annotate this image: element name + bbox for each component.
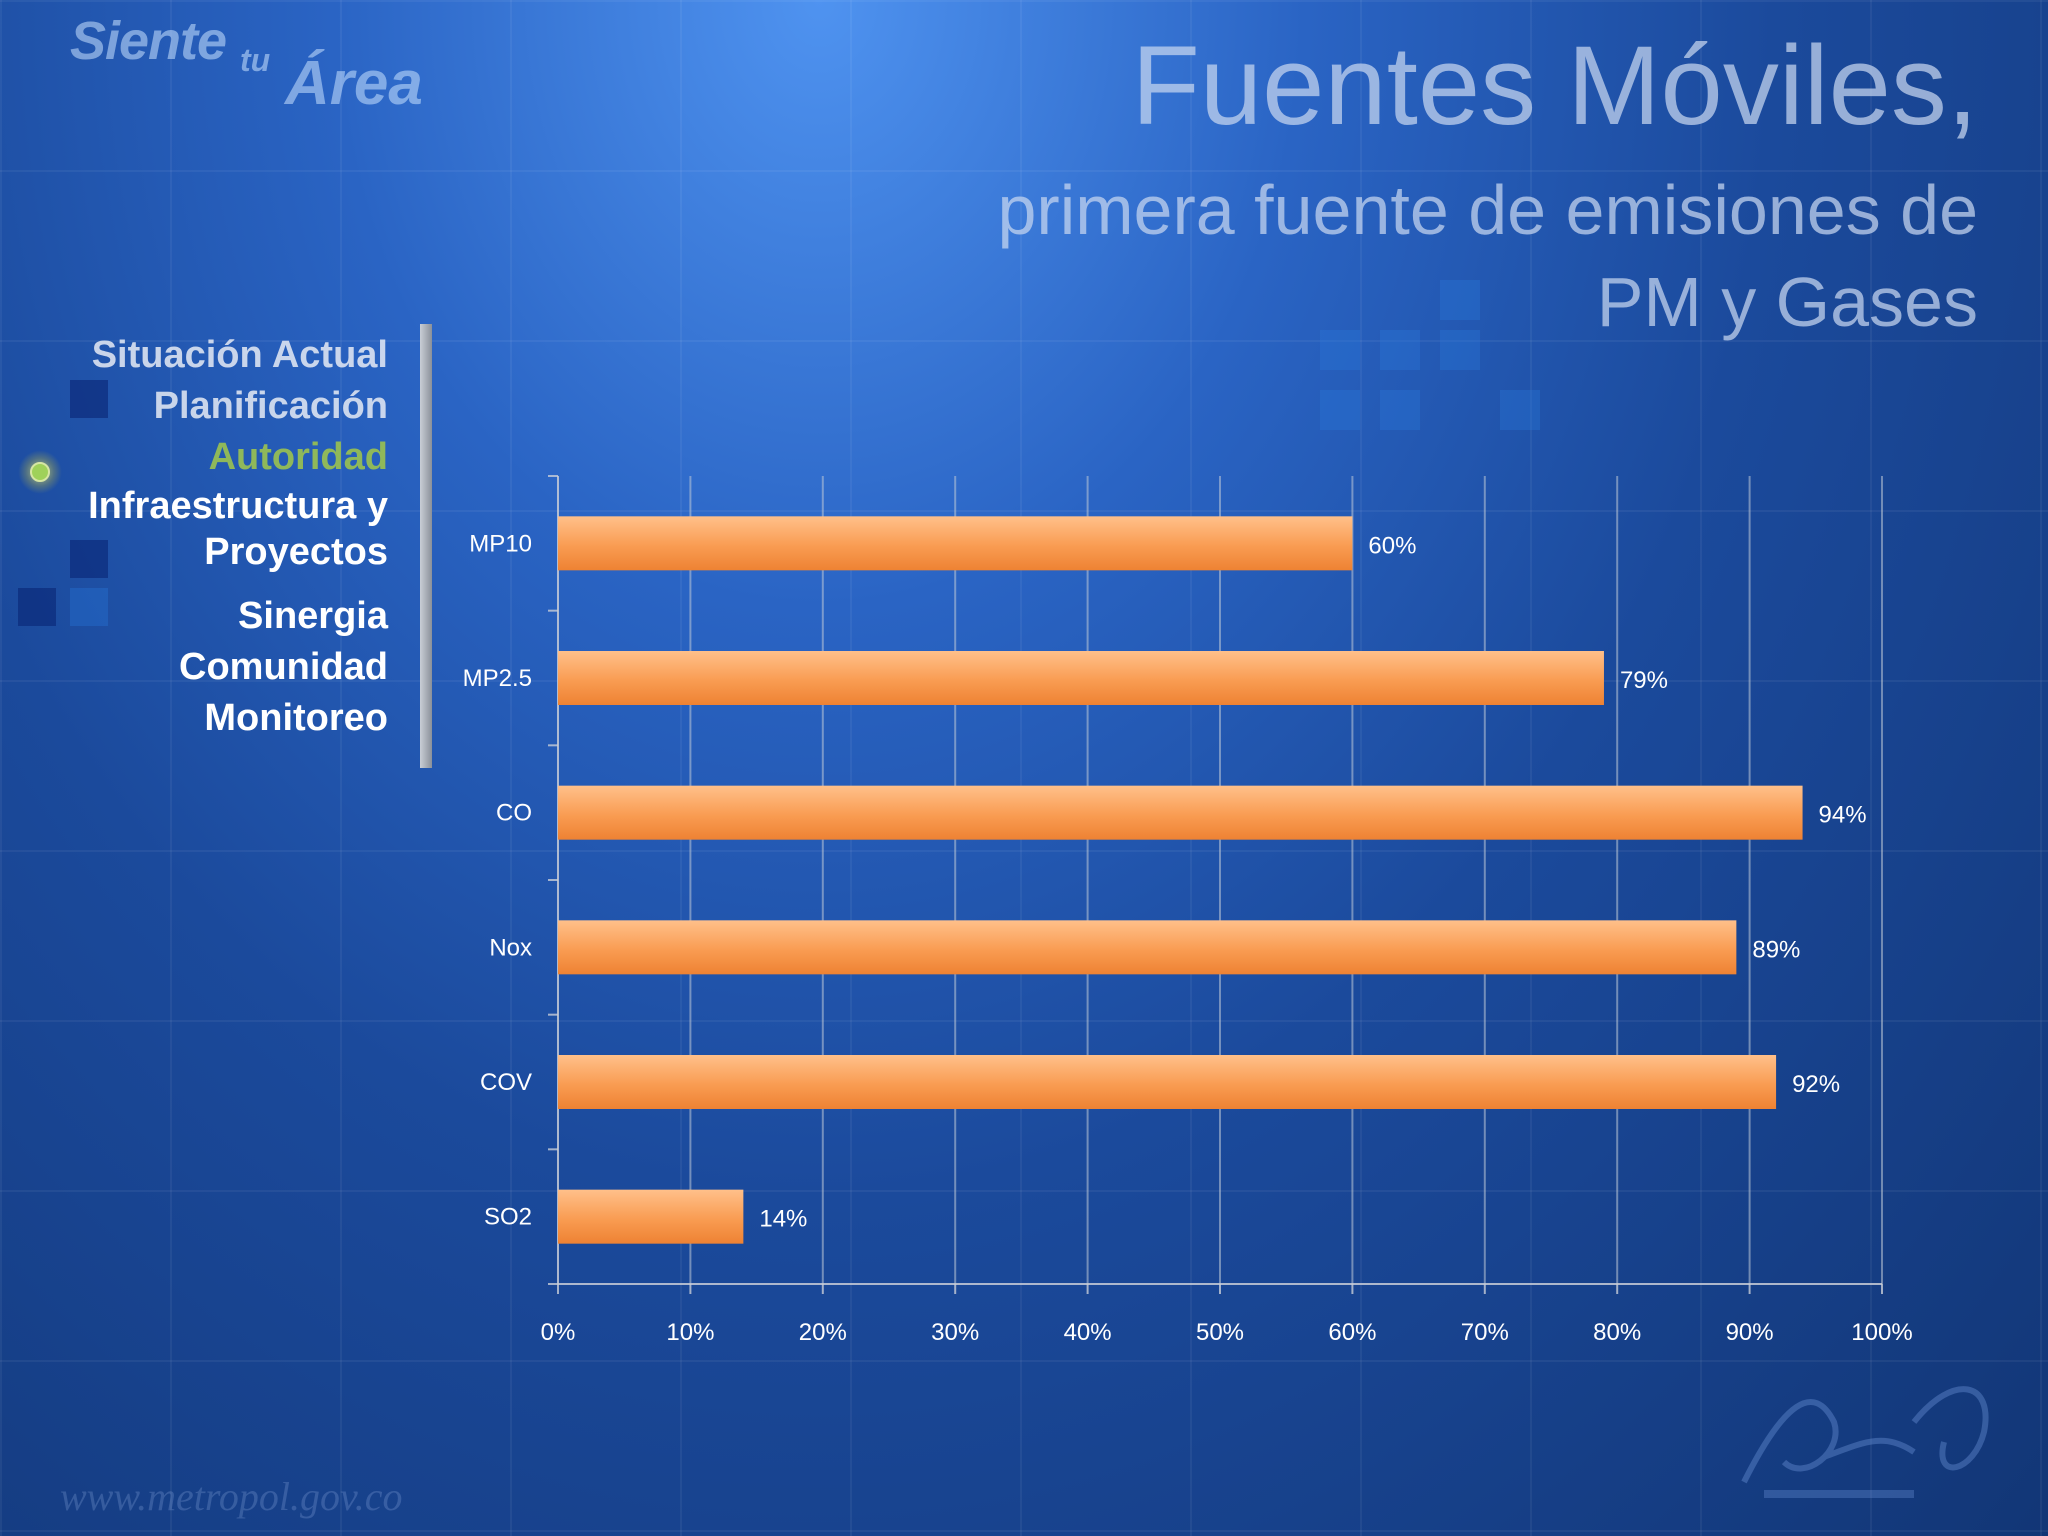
active-bullet-icon <box>18 450 62 494</box>
x-tick-label: 0% <box>541 1319 576 1346</box>
value-label: 60% <box>1368 532 1416 559</box>
bar-co <box>558 785 1803 840</box>
decor-square <box>18 588 56 626</box>
x-tick-label: 90% <box>1726 1319 1774 1346</box>
menu-item-planificacion[interactable]: Planificación <box>153 385 388 427</box>
chart-gridlines <box>689 476 1883 1284</box>
category-label: CO <box>496 800 532 827</box>
decor-square <box>1440 280 1480 320</box>
x-tick-label: 40% <box>1064 1319 1112 1346</box>
logo-word: tu <box>240 42 271 78</box>
menu-item-autoridad[interactable]: Autoridad <box>208 436 388 478</box>
menu-item-sinergia[interactable]: Sinergia <box>238 595 388 637</box>
bar-mp10 <box>558 516 1353 571</box>
menu-item-comunidad[interactable]: Comunidad <box>179 646 388 688</box>
menu-item-situacion-actual[interactable]: Situación Actual <box>91 334 388 376</box>
subtitle-line: PM y Gases <box>1596 263 1978 341</box>
decor-square <box>1500 390 1540 430</box>
value-label: 14% <box>759 1206 807 1233</box>
title-line: Fuentes Móviles, <box>1131 23 1978 148</box>
section-menu: Situación Actual Planificación Autoridad… <box>40 330 388 744</box>
bar-so2 <box>558 1189 744 1244</box>
bar-nox <box>558 920 1737 975</box>
decor-square <box>1380 330 1420 370</box>
x-tick-label: 20% <box>799 1319 847 1346</box>
chart-bars <box>558 516 1803 1244</box>
menu-item-monitoreo[interactable]: Monitoreo <box>204 697 388 739</box>
decor-square <box>70 540 108 578</box>
x-tick-label: 30% <box>931 1319 979 1346</box>
value-label: 89% <box>1752 936 1800 963</box>
chart-axes <box>548 475 1883 1294</box>
category-label: COV <box>480 1069 532 1096</box>
anniversary-logo-icon <box>1741 1386 1989 1498</box>
value-label: 92% <box>1792 1071 1840 1098</box>
subtitle-line: primera fuente de emisiones de <box>997 171 1978 249</box>
menu-item-infraestructura[interactable]: Infraestructura y <box>88 485 388 527</box>
decor-square <box>1380 390 1420 430</box>
slide-title: Fuentes Móviles, primera fuente de emisi… <box>997 22 1978 348</box>
decor-square <box>1320 330 1360 370</box>
category-label: MP10 <box>469 530 532 557</box>
logo-word: Área <box>285 49 423 118</box>
category-label: SO2 <box>484 1204 532 1231</box>
category-label: MP2.5 <box>463 665 532 692</box>
menu-item-proyectos[interactable]: Proyectos <box>204 531 388 573</box>
decor-square <box>1440 330 1480 370</box>
value-label: 79% <box>1620 667 1668 694</box>
x-tick-label: 100% <box>1851 1319 1912 1346</box>
logo: Siente tu Área <box>70 10 423 118</box>
category-label: Nox <box>489 934 532 961</box>
decor-square <box>70 588 108 626</box>
x-tick-label: 80% <box>1593 1319 1641 1346</box>
x-tick-label: 50% <box>1196 1319 1244 1346</box>
x-tick-label: 10% <box>666 1319 714 1346</box>
value-label: 94% <box>1819 802 1867 829</box>
bar-mp25 <box>558 651 1604 705</box>
bar-cov <box>558 1055 1777 1109</box>
x-tick-label: 60% <box>1328 1319 1376 1346</box>
menu-divider <box>420 324 432 768</box>
logo-word: Siente <box>70 11 227 71</box>
decor-square <box>1320 390 1360 430</box>
x-tick-label: 70% <box>1461 1319 1509 1346</box>
chart-labels: 0% 10% 20% 30% 40% 50% 60% 70% 80% 90% 100% MP10 60%… <box>463 530 1913 1346</box>
decor-square <box>70 380 108 418</box>
website-watermark: www.metropol.gov.co <box>60 1474 403 1519</box>
